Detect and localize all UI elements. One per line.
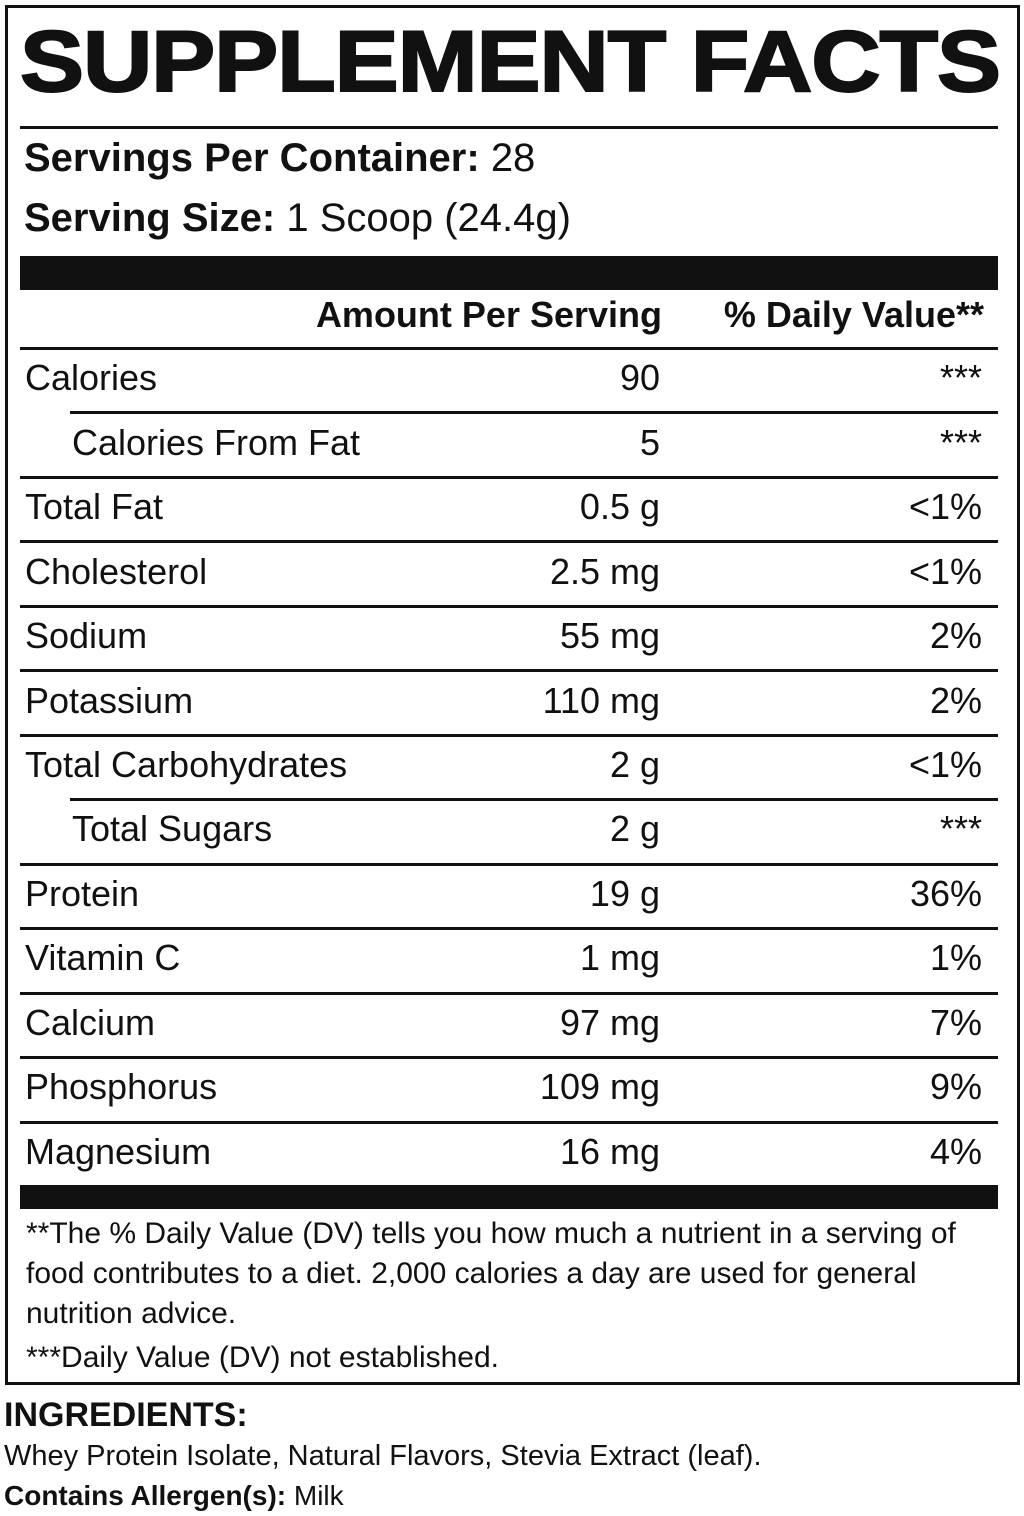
amount: 90 xyxy=(619,357,660,399)
row-rule xyxy=(20,1120,998,1124)
daily-value: <1% xyxy=(908,486,982,528)
daily-value: 2% xyxy=(929,679,982,721)
amount: 97 mg xyxy=(559,1001,660,1043)
daily-value: *** xyxy=(939,357,982,399)
thick-bar xyxy=(20,1185,998,1209)
amount: 2.5 mg xyxy=(549,550,660,592)
daily-value: 36% xyxy=(909,872,982,914)
row-rule xyxy=(20,669,998,673)
amount: 5 xyxy=(639,421,660,463)
footnote: **The % Daily Value (DV) tells you how m… xyxy=(26,1217,956,1330)
row-rule xyxy=(20,604,998,608)
amount: 2 g xyxy=(609,808,660,850)
serving-size: Serving Size: 1 Scoop (24.4g) xyxy=(24,196,571,241)
nutrient-name: Magnesium xyxy=(25,1130,212,1172)
footnote: ***Daily Value (DV) not established. xyxy=(26,1341,500,1374)
daily-value: 2% xyxy=(929,615,982,657)
value: 28 xyxy=(490,136,536,180)
nutrient-name: Vitamin C xyxy=(25,937,181,979)
nutrient-name: Total Sugars xyxy=(72,808,273,850)
row-rule xyxy=(20,927,998,931)
row-rule xyxy=(20,1056,998,1060)
label-box xyxy=(5,5,1020,1385)
amount: 110 mg xyxy=(542,679,660,721)
allergens-value: Milk xyxy=(293,1480,344,1511)
title: SUPPLEMENT FACTS xyxy=(19,13,1002,111)
amount: 16 mg xyxy=(559,1130,660,1172)
ingredients-text: Whey Protein Isolate, Natural Flavors, S… xyxy=(4,1440,762,1472)
daily-value: <1% xyxy=(908,744,982,785)
row-rule xyxy=(20,347,998,350)
row-rule xyxy=(70,798,998,802)
nutrient-name: Potassium xyxy=(25,679,194,721)
allergens: Contains Allergen(s): Milk xyxy=(4,1480,344,1512)
nutrient-name: Calories xyxy=(25,357,158,399)
row-rule xyxy=(20,862,998,866)
row-rule xyxy=(20,991,998,995)
row-rule xyxy=(20,540,998,544)
row-rule xyxy=(70,411,998,415)
nutrient-name: Cholesterol xyxy=(25,550,208,592)
amount: 0.5 g xyxy=(579,486,660,528)
amount: 55 mg xyxy=(559,615,660,657)
nutrient-name: Sodium xyxy=(25,615,148,657)
rule xyxy=(20,126,998,129)
daily-value: *** xyxy=(939,421,982,463)
daily-value: <1% xyxy=(908,550,982,592)
thick-bar xyxy=(20,256,998,290)
nutrient-name: Phosphorus xyxy=(25,1066,218,1108)
label: Serving Size: xyxy=(24,196,276,240)
daily-value: 1% xyxy=(929,937,982,979)
daily-value: 9% xyxy=(929,1066,982,1108)
amount: 19 g xyxy=(589,872,660,914)
daily-value: 7% xyxy=(929,1001,982,1043)
value: 1 Scoop (24.4g) xyxy=(286,196,571,240)
amount: 109 mg xyxy=(539,1066,660,1108)
nutrient-name: Protein xyxy=(25,872,140,914)
allergens-label: Contains Allergen(s): xyxy=(4,1480,287,1511)
nutrient-name: Total Carbohydrates xyxy=(25,744,348,785)
header-amount: Amount Per Serving xyxy=(315,294,662,335)
nutrient-name: Total Fat xyxy=(25,486,164,528)
ingredients-label: INGREDIENTS: xyxy=(4,1396,248,1434)
amount: 2 g xyxy=(609,744,660,785)
nutrient-name: Calcium xyxy=(25,1001,156,1043)
row-rule xyxy=(20,475,998,479)
label: Servings Per Container: xyxy=(24,136,480,180)
header-dv: % Daily Value** xyxy=(723,294,984,335)
nutrient-name: Calories From Fat xyxy=(72,421,361,463)
row-rule xyxy=(20,733,998,737)
daily-value: 4% xyxy=(929,1130,982,1172)
amount: 1 mg xyxy=(579,937,660,979)
servings-per-container: Servings Per Container: 28 xyxy=(24,136,535,181)
daily-value: *** xyxy=(939,808,982,850)
